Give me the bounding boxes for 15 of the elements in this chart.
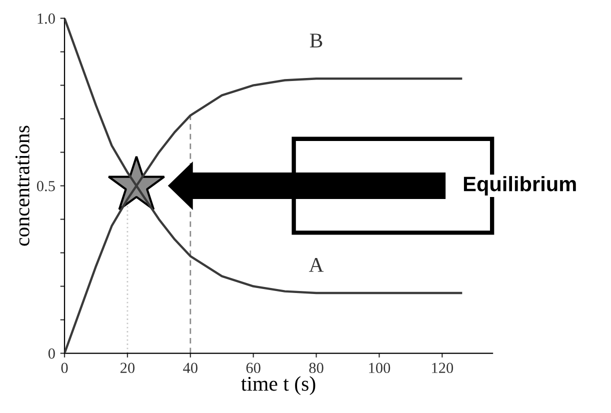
y-tick-label: 0.5 [36,180,55,192]
y-tick-label: 1.0 [38,13,55,24]
y-tick-label: 0 [48,348,55,359]
annotation: Equilibrium [464,176,576,196]
x-tick-label: 60 [246,362,260,374]
x-tick-label: 40 [183,362,198,374]
x-tick-label: 120 [432,362,454,374]
series-label: A [308,258,324,272]
x-tick-label: 20 [120,362,135,374]
x-tick-label: 0 [61,362,68,374]
x-tick-label: 100 [369,362,390,374]
x-axis-title: time t (s) [241,376,316,396]
series-label: B [310,34,322,48]
x-tick-label: 80 [309,362,324,374]
y-axis-title: concentrations [15,126,30,246]
